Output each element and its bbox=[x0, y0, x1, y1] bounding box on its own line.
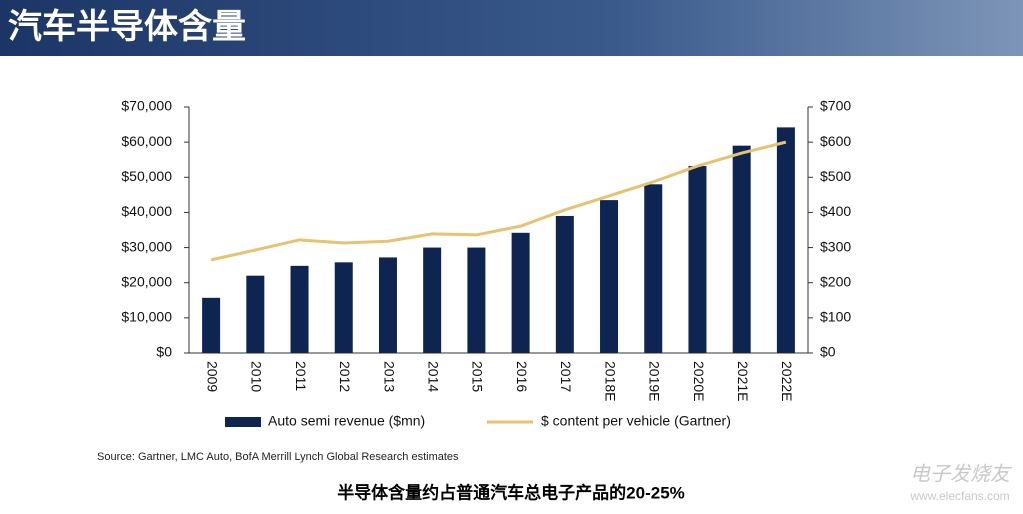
bar bbox=[688, 166, 707, 353]
line bbox=[210, 140, 787, 262]
y-tick-label: $50,000 bbox=[121, 168, 172, 184]
x-tick-label: 2015 bbox=[470, 361, 486, 392]
x-tick-label: 2014 bbox=[425, 361, 441, 392]
watermark: 电子发烧友 bbox=[910, 463, 1013, 485]
bar bbox=[644, 184, 663, 353]
watermark-url: www.elecfans.com bbox=[909, 489, 1009, 503]
bar bbox=[467, 247, 486, 353]
x-tick-label: 2009 bbox=[204, 361, 220, 392]
bar bbox=[600, 200, 619, 353]
bar bbox=[732, 145, 751, 353]
x-tick-label: 2013 bbox=[381, 361, 397, 392]
x-tick-label: 2010 bbox=[249, 361, 265, 392]
y2-tick-label: $700 bbox=[820, 98, 851, 114]
bar bbox=[246, 275, 265, 353]
y-tick-label: $10,000 bbox=[121, 309, 172, 325]
bar bbox=[334, 262, 353, 353]
y2-tick-label: $500 bbox=[820, 168, 851, 184]
y2-tick-label: $400 bbox=[820, 203, 851, 219]
bar bbox=[290, 265, 309, 353]
bar bbox=[555, 215, 574, 353]
x-tick-label: 2020E bbox=[691, 361, 707, 401]
source-note: Source: Gartner, LMC Auto, BofA Merrill … bbox=[97, 451, 459, 463]
y-tick-label: $0 bbox=[156, 344, 172, 360]
bar bbox=[378, 257, 397, 353]
bar bbox=[202, 297, 221, 353]
legend-label: $ content per vehicle (Gartner) bbox=[541, 413, 731, 429]
y-tick-label: $60,000 bbox=[121, 133, 172, 149]
x-tick-label: 2019E bbox=[647, 361, 663, 401]
x-tick-label: 2021E bbox=[735, 361, 751, 401]
y2-tick-label: $100 bbox=[820, 309, 851, 325]
caption: 半导体含量约占普通汽车总电子产品的20-25% bbox=[337, 482, 685, 502]
y2-tick-label: $600 bbox=[820, 133, 851, 149]
y-tick-label: $70,000 bbox=[121, 98, 172, 114]
legend-swatch bbox=[225, 417, 261, 427]
bar bbox=[511, 232, 530, 353]
y2-tick-label: $0 bbox=[820, 344, 836, 360]
header-band bbox=[0, 0, 1023, 56]
y2-tick-label: $300 bbox=[820, 238, 851, 254]
x-tick-label: 2018E bbox=[602, 361, 618, 401]
y-tick-label: $30,000 bbox=[121, 238, 172, 254]
x-tick-label: 2022E bbox=[779, 361, 795, 401]
bar bbox=[423, 247, 442, 353]
y2-tick-label: $200 bbox=[820, 273, 851, 289]
x-tick-label: 2011 bbox=[293, 361, 309, 391]
legend-label: Auto semi revenue ($mn) bbox=[268, 413, 425, 429]
x-tick-label: 2012 bbox=[337, 361, 353, 392]
x-tick-label: 2017 bbox=[558, 361, 574, 392]
slide-title: 汽车半导体含量 bbox=[8, 8, 246, 46]
bar bbox=[776, 127, 795, 353]
x-tick-label: 2016 bbox=[514, 361, 530, 392]
y-tick-label: $40,000 bbox=[121, 203, 172, 219]
y-tick-label: $20,000 bbox=[121, 273, 172, 289]
